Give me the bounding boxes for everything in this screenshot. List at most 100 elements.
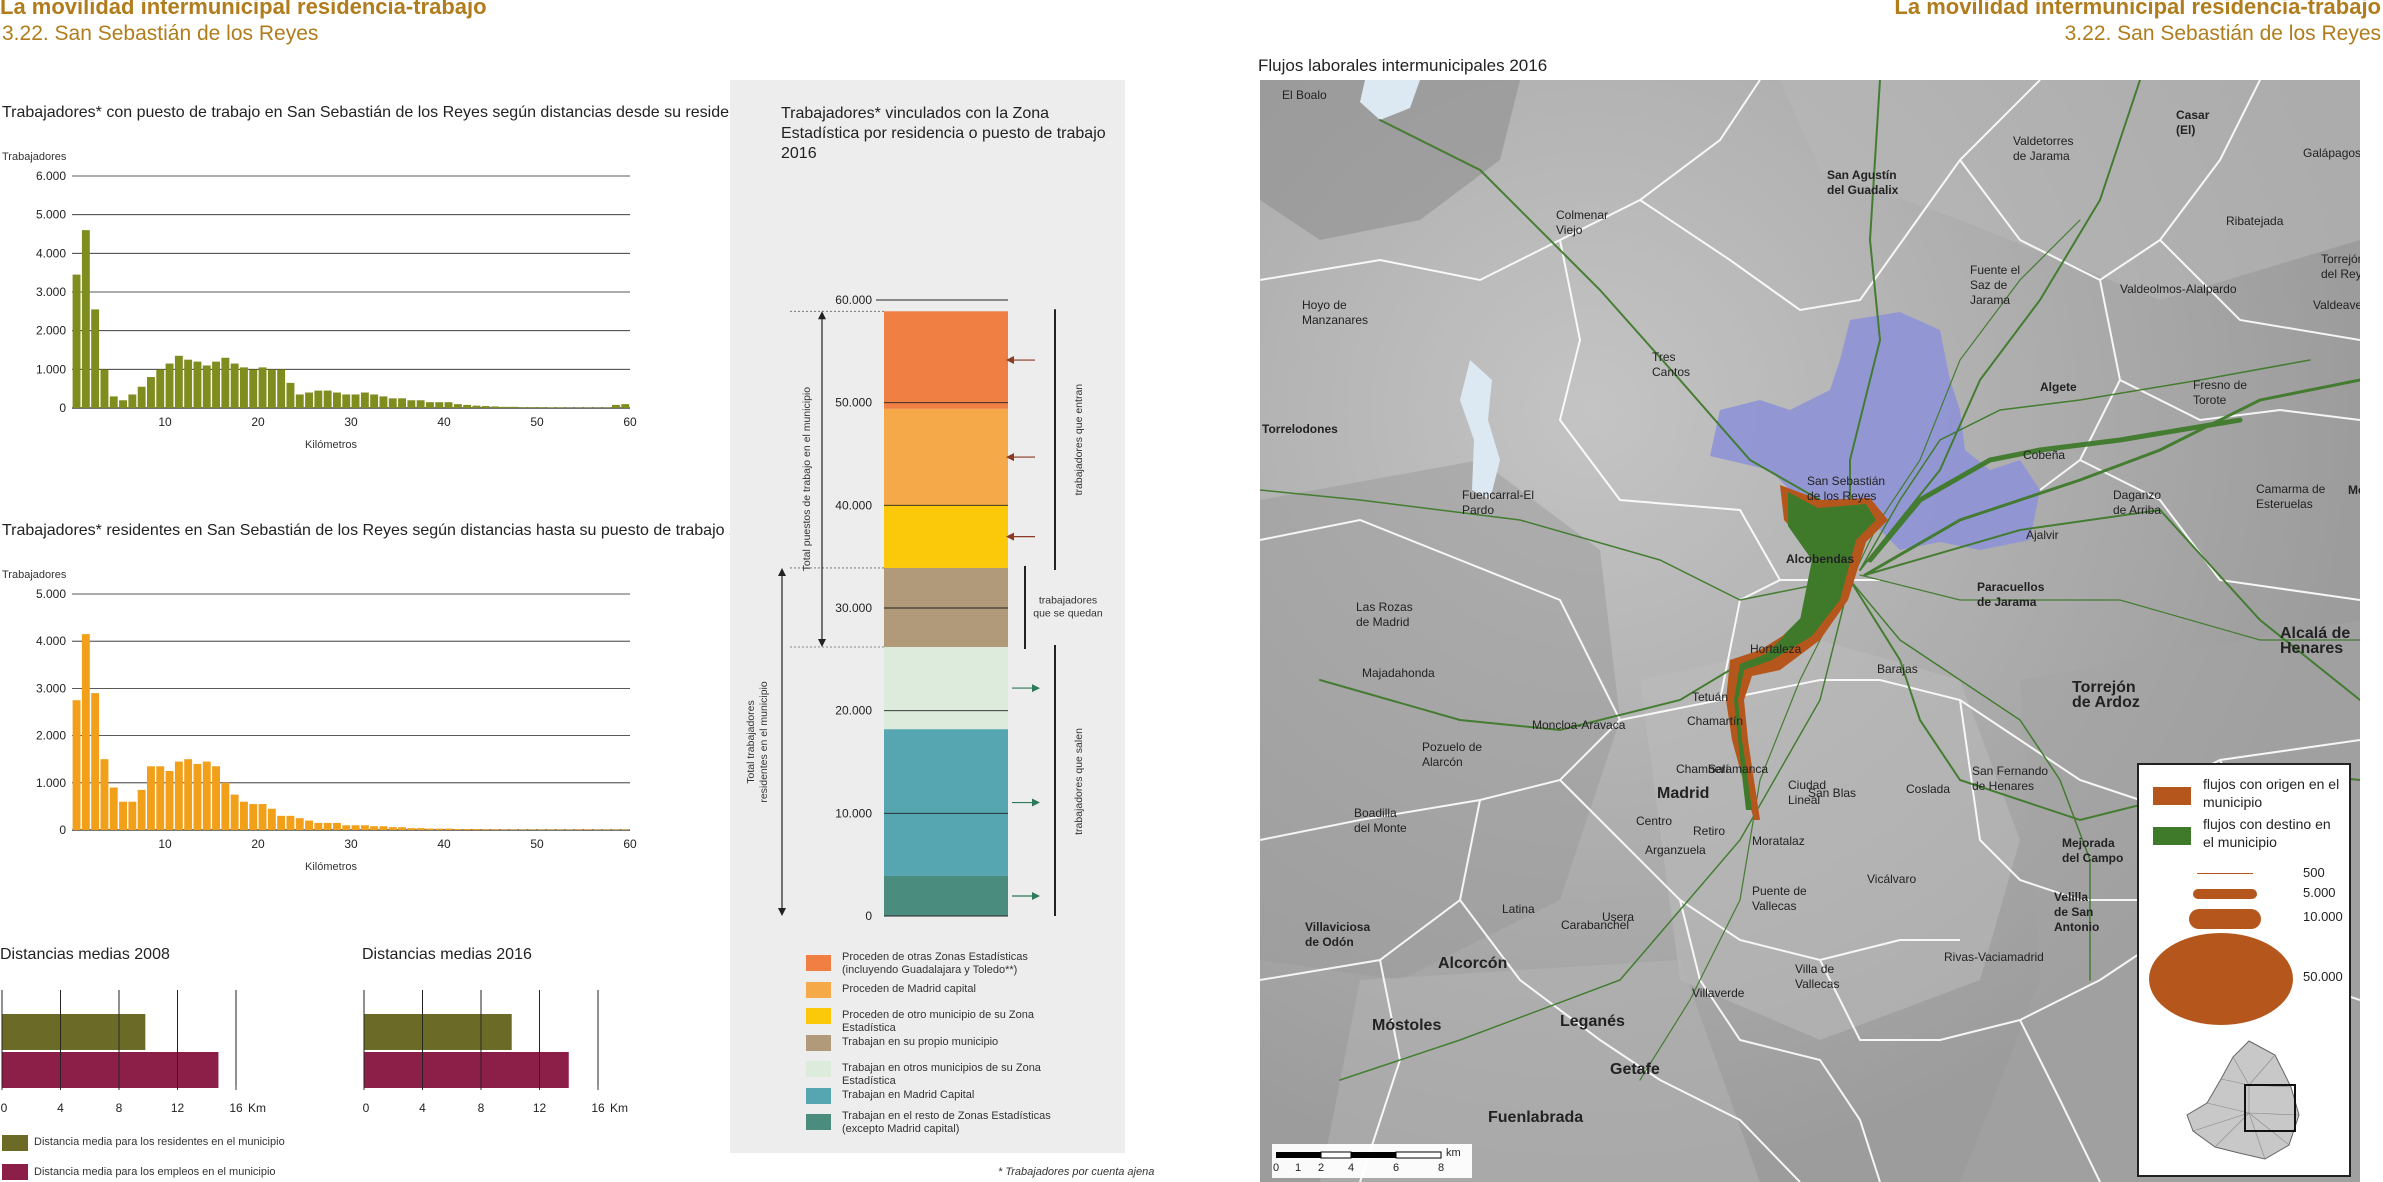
legend-size-500: 500 — [2303, 865, 2325, 880]
histogram-bar — [481, 406, 490, 408]
legend-size-50000-bar — [2149, 933, 2293, 1025]
histogram-bar — [416, 828, 425, 830]
histogram-bar — [72, 700, 81, 830]
y-tick-label: 5.000 — [36, 208, 66, 222]
histogram-bar — [435, 828, 444, 830]
map-label: Moratalaz — [1752, 834, 1805, 848]
histogram-bar — [81, 230, 90, 408]
histogram-bar — [91, 693, 100, 830]
map-label: Villaverde — [1692, 986, 1745, 1000]
histogram-bar — [500, 406, 509, 408]
histogram-bar — [537, 407, 546, 408]
map-label: Ciudad Lineal — [1788, 778, 1827, 807]
histogram-bar — [388, 827, 397, 830]
histogram-bar — [193, 763, 202, 830]
map-label: Villa de Vallecas — [1795, 962, 1840, 991]
y-axis-label: Trabajadores — [2, 569, 67, 581]
map-label: Móstoles — [1372, 1017, 1442, 1034]
histogram-bar — [230, 794, 239, 830]
stacked-legend-swatch — [806, 1008, 831, 1024]
map-label: Chamberí — [1676, 762, 1729, 776]
label-entran: trabajadores que entran — [1073, 384, 1085, 496]
histogram-bar — [221, 357, 230, 408]
map-label: Tetuán — [1692, 690, 1729, 704]
arrow-total-residentes-head-bottom — [778, 908, 786, 916]
histogram-bar — [100, 759, 109, 830]
legend-resident-swatch — [2, 1135, 28, 1151]
stacked-legend-swatch — [806, 1061, 831, 1077]
stacked-y-tick: 10.000 — [835, 806, 872, 820]
label-total-residentes-2: residentes en el municipio — [758, 681, 770, 803]
histogram-bar — [333, 392, 341, 408]
map-label: Madrid — [1657, 785, 1710, 802]
histogram-bar — [407, 828, 416, 830]
stacked-legend-label: Proceden de otras Zonas Estadísticas (in… — [842, 951, 1028, 976]
scale-tick-label: 8 — [1438, 1162, 1445, 1174]
arrow-out-head — [1032, 891, 1040, 900]
histogram-bar — [258, 804, 267, 830]
stacked-y-tick: 60.000 — [835, 293, 872, 307]
map-label: El Boalo — [1282, 88, 1327, 102]
map-label: Valdetorres de Jarama — [2013, 134, 2074, 163]
histogram-bar — [286, 382, 295, 408]
histogram-bar — [258, 367, 267, 408]
map-label: Torrelodones — [1262, 422, 1338, 436]
y-tick-label: 4.000 — [36, 634, 66, 648]
histogram-bar — [249, 369, 258, 408]
arrow-total-puestos-head-top — [818, 311, 826, 320]
arrow-total-residentes-head-top — [778, 567, 786, 576]
map-label: Algete — [2040, 380, 2077, 394]
x-tick-label: 16 — [591, 1101, 605, 1115]
label-quedan-1: trabajadores — [1039, 594, 1097, 606]
histogram-bar — [556, 407, 565, 408]
stacked-legend-swatch — [806, 1034, 831, 1051]
histogram-bar — [398, 398, 406, 408]
x-tick-label: 0 — [363, 1101, 370, 1115]
stacked-legend-swatch — [806, 1087, 831, 1104]
histogram-bar — [360, 392, 369, 408]
scale-tick-label: 4 — [1348, 1162, 1355, 1174]
stacked-segment — [884, 875, 1008, 916]
arrow-out-head — [1032, 798, 1040, 807]
x-tick-label: 30 — [344, 415, 358, 429]
map-legend: flujos con origen en el municipio flujos… — [2137, 763, 2351, 1177]
histogram-bar — [323, 390, 332, 408]
histogram-bar — [314, 390, 323, 408]
histogram-bar — [240, 367, 248, 408]
stacked-segment — [884, 647, 1008, 730]
map-label: Getafe — [1610, 1061, 1660, 1078]
map-label: Alcobendas — [1786, 552, 1855, 566]
stacked-segment — [884, 729, 1008, 876]
map-label: Hortaleza — [1750, 642, 1802, 656]
legend-employment-label: Distancia media para los empleos en el m… — [34, 1166, 276, 1178]
stacked-legend-label: Trabajan en Madrid Capital — [842, 1088, 975, 1101]
x-unit-label: Km — [610, 1101, 628, 1115]
x-tick-label: 10 — [158, 415, 172, 429]
y-tick-label: 3.000 — [36, 681, 66, 695]
histogram-bar — [388, 398, 397, 408]
histogram-bar — [407, 400, 416, 408]
map-area[interactable]: El Boalo Colmenar Viejo San Agustín del Guad… — [1260, 80, 2360, 1182]
stacked-legend-swatch — [806, 1114, 831, 1130]
stacked-y-tick: 30.000 — [835, 601, 872, 615]
y-tick-label: 1.000 — [36, 362, 66, 376]
page-title-left: La movilidad intermunicipal residencia-t… — [0, 0, 487, 19]
map-label: Majadahonda — [1362, 666, 1435, 680]
scale-tick-label: 0 — [1273, 1162, 1280, 1174]
histogram-bar — [333, 822, 341, 830]
dist2016-title: Distancias medias 2016 — [362, 946, 532, 963]
histogram-bar — [416, 400, 425, 408]
legend-resident-label: Distancia media para los residentes en e… — [34, 1136, 285, 1148]
histogram-bar — [267, 369, 276, 408]
label-quedan-2: que se quedan — [1033, 607, 1103, 619]
map-title: Flujos laborales intermunicipales 2016 — [1258, 56, 1548, 75]
histogram-bar — [426, 402, 434, 408]
histogram-bar — [295, 394, 304, 408]
histogram-bar — [370, 826, 379, 830]
stacked-legend-swatch — [806, 955, 831, 971]
histogram-bar — [174, 761, 183, 830]
map-label: Torrejón de Ardoz — [2072, 679, 2140, 711]
y-axis-label: Trabajadores — [2, 151, 67, 163]
stacked-chart: 0 10.000 20.000 30.000 40.000 50.000 60.000 Tot… — [745, 293, 1103, 923]
x-tick-label: 60 — [623, 837, 637, 851]
